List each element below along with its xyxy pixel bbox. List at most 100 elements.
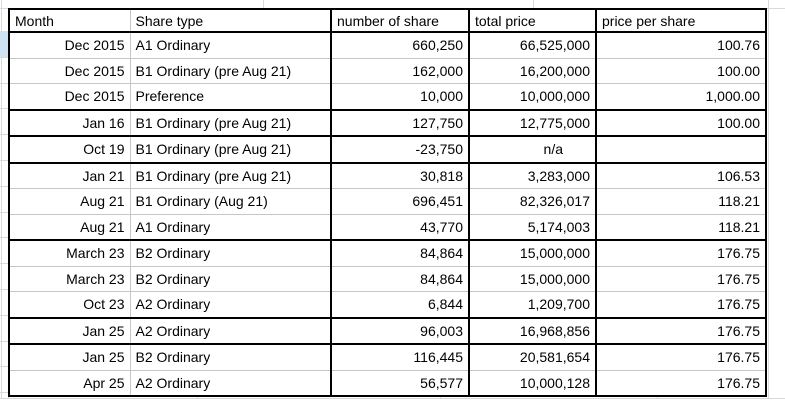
cell-total_price[interactable]: 15,000,000 — [469, 266, 597, 292]
cell-share_type[interactable]: Preference — [130, 83, 332, 111]
cell-month[interactable]: Dec 2015 — [9, 58, 131, 84]
cell-price_per_share[interactable]: 100.00 — [596, 109, 767, 137]
cell-month[interactable]: Aug 21 — [9, 214, 131, 241]
table-row: Aug 21 B1 Ordinary (Aug 21) 696,451 82,326,… — [9, 188, 767, 215]
gridline-h — [0, 160, 8, 161]
cell-share_type[interactable]: B2 Ordinary — [130, 266, 332, 292]
cell-total_price[interactable]: 20,581,654 — [469, 344, 597, 371]
column-header-month[interactable]: Month — [9, 9, 131, 33]
cell-number_of_share[interactable]: 84,864 — [331, 266, 470, 292]
gridline-h — [0, 134, 8, 135]
gridline-h — [0, 366, 8, 367]
cell-total_price[interactable]: 16,968,856 — [469, 317, 597, 345]
cell-share_type[interactable]: A2 Ordinary — [130, 291, 332, 319]
cell-number_of_share[interactable]: 10,000 — [331, 83, 470, 111]
table-row: Jan 16 B1 Ordinary (pre Aug 21) 127,750 12,… — [9, 109, 767, 137]
cell-month[interactable]: Apr 25 — [9, 370, 131, 397]
gridline-h — [0, 108, 8, 109]
cell-month[interactable]: Dec 2015 — [9, 83, 131, 111]
cell-share_type[interactable]: B1 Ordinary (pre Aug 21) — [130, 136, 332, 164]
cell-share_type[interactable]: A2 Ordinary — [130, 317, 332, 345]
cell-total_price[interactable]: 82,326,017 — [469, 188, 597, 215]
cell-total_price[interactable]: 66,525,000 — [469, 32, 597, 59]
cell-month[interactable]: Jan 25 — [9, 344, 131, 371]
cell-price_per_share[interactable]: 100.76 — [596, 32, 767, 59]
gridline-h — [0, 186, 8, 187]
table-row: Dec 2015 A1 Ordinary 660,250 66,525,000 100.… — [9, 32, 767, 59]
cell-total_price[interactable]: n/a — [469, 136, 597, 164]
cell-share_type[interactable]: A1 Ordinary — [130, 214, 332, 241]
cell-number_of_share[interactable]: 116,445 — [331, 344, 470, 371]
cell-number_of_share[interactable]: 6,844 — [331, 291, 470, 319]
cell-price_per_share[interactable]: 176.75 — [596, 317, 767, 345]
gridline-h — [0, 83, 8, 84]
cell-total_price[interactable]: 10,000,000 — [469, 83, 597, 111]
cell-price_per_share[interactable] — [596, 136, 767, 164]
cell-month[interactable]: Jan 25 — [9, 317, 131, 345]
cell-share_type[interactable]: B1 Ordinary (pre Aug 21) — [130, 58, 332, 84]
cell-number_of_share[interactable]: 56,577 — [331, 370, 470, 397]
table-body: Dec 2015 A1 Ordinary 660,250 66,525,000 100.… — [9, 32, 767, 397]
cell-price_per_share[interactable]: 106.53 — [596, 162, 767, 189]
table-row: Jan 25 A2 Ordinary 96,003 16,968,856 176.75 — [9, 317, 767, 345]
cell-number_of_share[interactable]: 696,451 — [331, 188, 470, 215]
column-header-number_of_share[interactable]: number of share — [331, 9, 470, 33]
cell-share_type[interactable]: B1 Ordinary (pre Aug 21) — [130, 162, 332, 189]
cell-number_of_share[interactable]: 96,003 — [331, 317, 470, 345]
cell-total_price[interactable]: 12,775,000 — [469, 109, 597, 137]
cell-price_per_share[interactable]: 118.21 — [596, 214, 767, 241]
cell-price_per_share[interactable]: 176.75 — [596, 370, 767, 397]
cell-total_price[interactable]: 1,209,700 — [469, 291, 597, 319]
cell-total_price[interactable]: 16,200,000 — [469, 58, 597, 84]
adjacent-cell-highlight — [0, 31, 8, 57]
cell-share_type[interactable]: A1 Ordinary — [130, 32, 332, 59]
cell-number_of_share[interactable]: 127,750 — [331, 109, 470, 137]
table-row: Oct 19 B1 Ordinary (pre Aug 21) -23,750 n/a — [9, 136, 767, 164]
cell-month[interactable]: March 23 — [9, 240, 131, 267]
cell-month[interactable]: Aug 21 — [9, 188, 131, 215]
cell-share_type[interactable]: B2 Ordinary — [130, 240, 332, 267]
cell-share_type[interactable]: B2 Ordinary — [130, 344, 332, 371]
cell-month[interactable]: Jan 21 — [9, 162, 131, 189]
table-row: Dec 2015 B1 Ordinary (pre Aug 21) 162,000 1… — [9, 58, 767, 84]
cell-share_type[interactable]: B1 Ordinary (pre Aug 21) — [130, 109, 332, 137]
cell-number_of_share[interactable]: 30,818 — [331, 162, 470, 189]
column-header-share_type[interactable]: Share type — [130, 9, 332, 33]
cell-total_price[interactable]: 5,174,003 — [469, 214, 597, 241]
cell-month[interactable]: Oct 23 — [9, 291, 131, 319]
cell-price_per_share[interactable]: 176.75 — [596, 344, 767, 371]
column-header-total_price[interactable]: total price — [469, 9, 597, 33]
cell-total_price[interactable]: 15,000,000 — [469, 240, 597, 267]
cell-price_per_share[interactable]: 1,000.00 — [596, 83, 767, 111]
cell-number_of_share[interactable]: 84,864 — [331, 240, 470, 267]
gridline-h — [0, 392, 8, 393]
cell-share_type[interactable]: B1 Ordinary (Aug 21) — [130, 188, 332, 215]
table-row: March 23 B2 Ordinary 84,864 15,000,000 176.7… — [9, 266, 767, 292]
column-header-price_per_share[interactable]: price per share — [596, 9, 767, 33]
cell-month[interactable]: Dec 2015 — [9, 32, 131, 59]
table-row: Dec 2015 Preference 10,000 10,000,000 1,000.… — [9, 83, 767, 111]
gridline-v — [263, 0, 264, 8]
cell-price_per_share[interactable]: 176.75 — [596, 266, 767, 292]
table-row: Aug 21 A1 Ordinary 43,770 5,174,003 118.21 — [9, 214, 767, 241]
cell-share_type[interactable]: A2 Ordinary — [130, 370, 332, 397]
gridline-h — [0, 237, 8, 238]
cell-number_of_share[interactable]: 660,250 — [331, 32, 470, 59]
cell-price_per_share[interactable]: 100.00 — [596, 58, 767, 84]
cell-total_price[interactable]: 10,000,128 — [469, 370, 597, 397]
share-transactions-table: Month Share type number of share total pric… — [8, 8, 767, 397]
gridline-h — [0, 315, 8, 316]
cell-month[interactable]: March 23 — [9, 266, 131, 292]
cell-total_price[interactable]: 3,283,000 — [469, 162, 597, 189]
gridline-h — [0, 398, 785, 399]
cell-number_of_share[interactable]: 43,770 — [331, 214, 470, 241]
cell-number_of_share[interactable]: -23,750 — [331, 136, 470, 164]
cell-month[interactable]: Oct 19 — [9, 136, 131, 164]
cell-price_per_share[interactable]: 176.75 — [596, 291, 767, 319]
header-row: Month Share type number of share total pric… — [9, 9, 767, 33]
gridline-h — [0, 289, 8, 290]
cell-price_per_share[interactable]: 176.75 — [596, 240, 767, 267]
cell-number_of_share[interactable]: 162,000 — [331, 58, 470, 84]
cell-price_per_share[interactable]: 118.21 — [596, 188, 767, 215]
cell-month[interactable]: Jan 16 — [9, 109, 131, 137]
